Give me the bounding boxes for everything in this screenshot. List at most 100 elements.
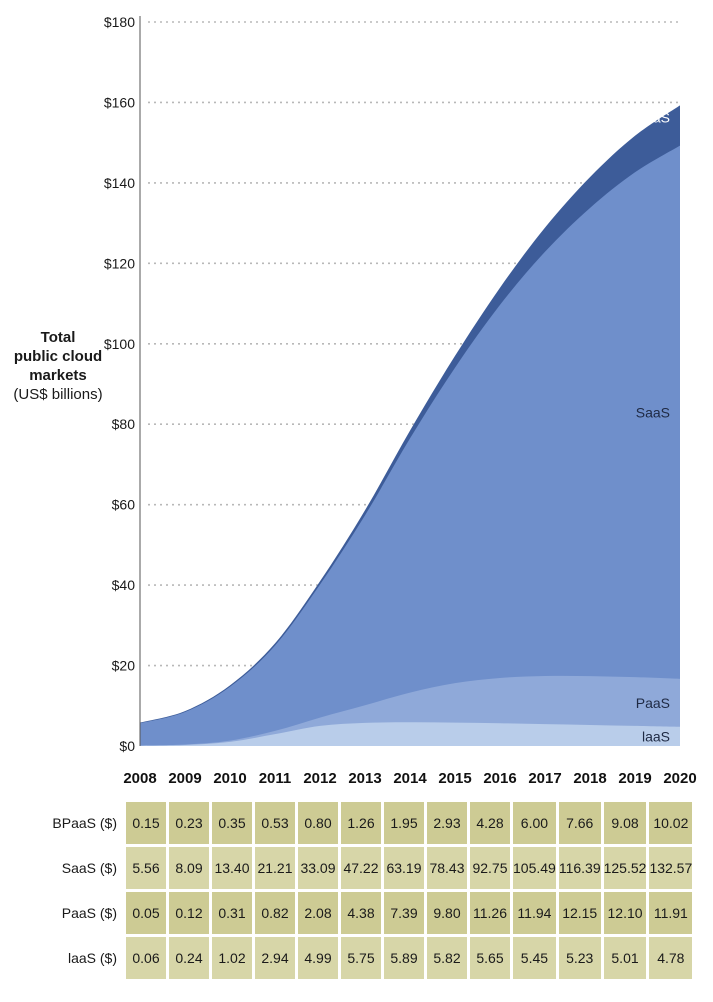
table-cell: 0.80 (298, 802, 338, 844)
table-cell: 47.22 (341, 847, 381, 889)
table-cell: 5.56 (126, 847, 166, 889)
table-cell: 21.21 (255, 847, 295, 889)
y-tick-label: $80 (112, 416, 136, 432)
table-cell: 78.43 (427, 847, 467, 889)
table-cell: 0.31 (212, 892, 252, 934)
table-cell: 4.28 (470, 802, 510, 844)
table-cell: 4.99 (298, 937, 338, 979)
table-cell: 12.15 (558, 892, 601, 934)
table-cell: 1.26 (341, 802, 381, 844)
x-tick-label: 2020 (663, 770, 696, 787)
table-cell: 0.35 (212, 802, 252, 844)
x-tick-label: 2009 (168, 770, 201, 787)
table-row: laaS ($) 0.06 0.24 1.02 2.94 4.99 5.75 5.89 5.82… (13, 937, 693, 979)
table-row: PaaS ($) 0.05 0.12 0.31 0.82 2.08 4.38 7.39 9.80… (13, 892, 693, 934)
y-tick-label: $140 (104, 175, 135, 191)
table-cell: 11.94 (513, 892, 556, 934)
table-cell: 6.00 (513, 802, 556, 844)
y-axis-label-line4: (US$ billions) (13, 386, 103, 403)
series-label-saas: SaaS (636, 404, 670, 420)
x-tick-label: 2008 (123, 770, 156, 787)
table-cell: 13.40 (212, 847, 252, 889)
table-cell: 0.12 (169, 892, 209, 934)
y-tick-label: $40 (112, 577, 136, 593)
series-labels: laaS PaaS SaaS BPaaS (626, 109, 670, 744)
table-cell: 0.53 (255, 802, 295, 844)
table-cell: 0.15 (126, 802, 166, 844)
x-tick-label: 2018 (573, 770, 606, 787)
table-cell: 0.24 (169, 937, 209, 979)
area-series-group (140, 105, 680, 746)
x-tick-label: 2014 (393, 770, 427, 787)
y-tick-label: $20 (112, 658, 136, 674)
table-cell: 9.80 (427, 892, 467, 934)
x-tick-label: 2012 (303, 770, 336, 787)
y-tick-labels: $0 $20 $40 $60 $80 $100 $120 $140 $160 $180 (104, 14, 135, 754)
table-cell: 116.39 (558, 847, 601, 889)
table-cell: 125.52 (603, 847, 647, 889)
table-cell: 11.26 (470, 892, 510, 934)
table-cell: 0.05 (126, 892, 166, 934)
table-cell: 63.19 (384, 847, 424, 889)
area-iaas (140, 722, 680, 746)
table-row-label: BPaaS ($) (52, 815, 117, 831)
table-cell: 4.38 (341, 892, 381, 934)
data-table: BPaaS ($) 0.15 0.23 0.35 0.53 0.80 1.26 1.95 2.9… (10, 799, 695, 982)
table-cell: 5.01 (603, 937, 647, 979)
x-tick-label: 2017 (528, 770, 561, 787)
y-tick-label: $180 (104, 14, 135, 30)
table-cell: 33.09 (298, 847, 338, 889)
table-cell: 92.75 (470, 847, 510, 889)
table-cell: 9.08 (603, 802, 647, 844)
table-cell: 5.82 (427, 937, 467, 979)
table-cell: 1.02 (212, 937, 252, 979)
table-row: BPaaS ($) 0.15 0.23 0.35 0.53 0.80 1.26 1.95 2.9… (13, 802, 693, 844)
table-cell: 5.45 (513, 937, 556, 979)
table-cell: 132.57 (649, 847, 693, 889)
table-cell: 105.49 (513, 847, 556, 889)
table-cell: 8.09 (169, 847, 209, 889)
table-row-label: PaaS ($) (61, 905, 117, 921)
series-label-paas: PaaS (636, 695, 670, 711)
table-cell: 2.93 (427, 802, 467, 844)
y-tick-label: $100 (104, 336, 135, 352)
area-saas (140, 145, 680, 746)
table-row-label: laaS ($) (67, 950, 117, 966)
x-tick-label: 2013 (348, 770, 381, 787)
y-tick-label: $60 (112, 497, 136, 513)
x-tick-label: 2010 (213, 770, 246, 787)
table-row-label: SaaS ($) (61, 860, 117, 876)
x-tick-label: 2019 (618, 770, 651, 787)
table-cell: 2.94 (255, 937, 295, 979)
table-cell: 4.78 (649, 937, 693, 979)
table-cell: 0.82 (255, 892, 295, 934)
y-axis-label-line2: public cloud (13, 348, 103, 365)
table-cell: 10.02 (649, 802, 693, 844)
y-axis-label: Total public cloud markets (US$ billions… (8, 328, 108, 404)
x-tick-labels: 2008 2009 2010 2011 2012 2013 2014 2015 2016 2017… (123, 770, 696, 787)
y-axis-label-line3: markets (29, 367, 87, 384)
table-cell: 5.75 (341, 937, 381, 979)
y-axis-label-line1: Total (40, 329, 76, 346)
y-tick-label: $120 (104, 255, 135, 271)
x-tick-label: 2016 (483, 770, 516, 787)
table-cell: 2.08 (298, 892, 338, 934)
series-label-iaas: laaS (642, 728, 670, 744)
table-cell: 5.65 (470, 937, 510, 979)
stacked-area-chart: $0$20$40$60$80$100$120$140$160$180 2008 2… (104, 14, 697, 787)
y-tick-label: $160 (104, 94, 135, 110)
series-label-bpaas: BPaaS (626, 109, 670, 125)
table-cell: 0.23 (169, 802, 209, 844)
table-cell: 7.39 (384, 892, 424, 934)
table-cell: 12.10 (603, 892, 647, 934)
table-cell: 5.23 (558, 937, 601, 979)
table-cell: 11.91 (649, 892, 693, 934)
x-tick-label: 2015 (438, 770, 471, 787)
table-cell: 1.95 (384, 802, 424, 844)
x-tick-label: 2011 (259, 770, 292, 787)
table-cell: 7.66 (558, 802, 601, 844)
table-cell: 5.89 (384, 937, 424, 979)
table-cell: 0.06 (126, 937, 166, 979)
y-tick-label: $0 (119, 738, 135, 754)
table-row: SaaS ($) 5.56 8.09 13.40 21.21 33.09 47.22 63.1… (13, 847, 693, 889)
